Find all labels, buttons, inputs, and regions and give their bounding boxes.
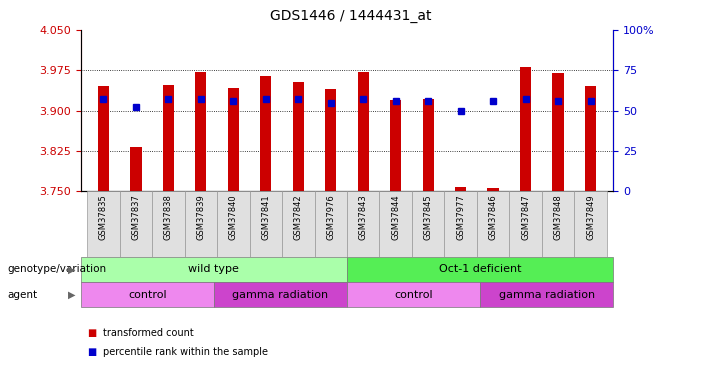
- Bar: [325, 89, 336, 191]
- Text: GSM37841: GSM37841: [261, 195, 271, 240]
- Text: GSM37847: GSM37847: [521, 195, 530, 240]
- Text: GDS1446 / 1444431_at: GDS1446 / 1444431_at: [270, 9, 431, 23]
- Bar: [412, 191, 444, 257]
- Bar: [347, 191, 379, 257]
- Bar: [379, 191, 412, 257]
- Text: GSM37843: GSM37843: [359, 195, 368, 240]
- Text: GSM37848: GSM37848: [554, 195, 563, 240]
- Bar: [87, 191, 120, 257]
- Bar: [455, 187, 466, 191]
- Bar: [520, 66, 531, 191]
- Bar: [315, 191, 347, 257]
- Bar: [260, 76, 271, 191]
- Bar: [574, 191, 607, 257]
- Text: GSM37840: GSM37840: [229, 195, 238, 240]
- Text: GSM37977: GSM37977: [456, 195, 465, 240]
- Bar: [423, 99, 434, 191]
- Bar: [152, 191, 184, 257]
- Bar: [228, 88, 239, 191]
- Text: percentile rank within the sample: percentile rank within the sample: [103, 347, 268, 357]
- Text: GSM37849: GSM37849: [586, 195, 595, 240]
- Bar: [552, 73, 564, 191]
- Bar: [130, 147, 142, 191]
- Bar: [358, 72, 369, 191]
- Bar: [195, 72, 207, 191]
- Text: wild type: wild type: [189, 264, 239, 274]
- Text: GSM37842: GSM37842: [294, 195, 303, 240]
- Bar: [97, 86, 109, 191]
- Text: GSM37835: GSM37835: [99, 195, 108, 240]
- Text: gamma radiation: gamma radiation: [498, 290, 595, 300]
- Bar: [120, 191, 152, 257]
- Bar: [250, 191, 282, 257]
- Bar: [477, 191, 510, 257]
- Bar: [585, 86, 597, 191]
- Text: ▶: ▶: [69, 290, 76, 300]
- Text: GSM37837: GSM37837: [131, 195, 140, 240]
- Text: ▶: ▶: [69, 264, 76, 274]
- Text: gamma radiation: gamma radiation: [232, 290, 329, 300]
- Text: GSM37839: GSM37839: [196, 195, 205, 240]
- Text: GSM37976: GSM37976: [326, 195, 335, 240]
- Bar: [163, 85, 174, 191]
- Text: ■: ■: [88, 347, 97, 357]
- Text: ■: ■: [88, 328, 97, 338]
- Text: genotype/variation: genotype/variation: [7, 264, 106, 274]
- Bar: [184, 191, 217, 257]
- Text: GSM37844: GSM37844: [391, 195, 400, 240]
- Text: GSM37846: GSM37846: [489, 195, 498, 240]
- Bar: [292, 82, 304, 191]
- Bar: [282, 191, 315, 257]
- Bar: [510, 191, 542, 257]
- Text: GSM37838: GSM37838: [164, 195, 173, 240]
- Text: control: control: [394, 290, 433, 300]
- Text: control: control: [128, 290, 167, 300]
- Text: GSM37845: GSM37845: [423, 195, 433, 240]
- Bar: [542, 191, 574, 257]
- Text: agent: agent: [7, 290, 37, 300]
- Bar: [487, 188, 499, 191]
- Bar: [390, 100, 402, 191]
- Text: transformed count: transformed count: [103, 328, 193, 338]
- Bar: [217, 191, 250, 257]
- Text: Oct-1 deficient: Oct-1 deficient: [439, 264, 522, 274]
- Bar: [444, 191, 477, 257]
